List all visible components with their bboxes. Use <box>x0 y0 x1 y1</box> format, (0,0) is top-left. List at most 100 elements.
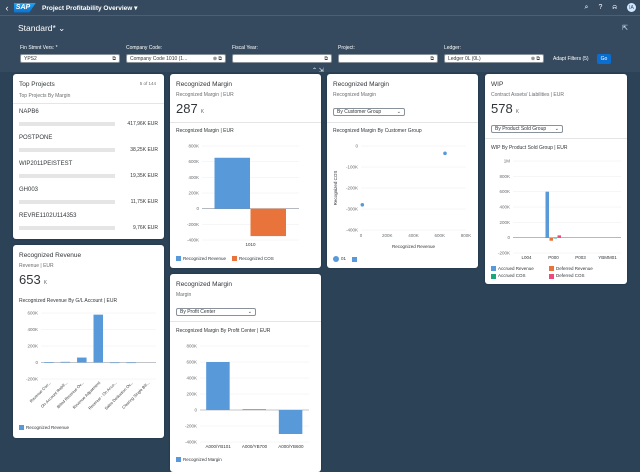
chart-legend: Recognized Margin <box>176 457 222 463</box>
top-projects-card[interactable]: Top Projects 5 of 144 Top Projects By Ma… <box>13 74 164 239</box>
chart-bar <box>545 191 549 238</box>
y-tick-label: 600K <box>27 311 38 316</box>
value-help-icon: ⊗ ⧉ <box>530 55 540 62</box>
y-tick-label: 800K <box>188 144 199 149</box>
y-tick-label: -400K <box>185 440 197 445</box>
x-tick-label: A000/YB101 <box>206 444 232 449</box>
y-tick-label: 600K <box>188 159 199 164</box>
shell-bar: ‹ SAP Project Profitability Overview ▾ ⌕… <box>0 0 640 15</box>
adapt-filters-button[interactable]: Adapt Filters (5) <box>553 56 589 62</box>
fiscal-year-input[interactable]: ⧉ <box>232 54 332 63</box>
chart-bar <box>44 362 54 363</box>
y-tick-label: 400K <box>499 205 510 210</box>
company-code-input[interactable]: Company Code 1010 (1... ⊗ ⧉ <box>126 54 226 63</box>
y-tick-label: -400K <box>187 238 199 243</box>
x-tick-label: Sales Deduction Ov... <box>103 380 134 411</box>
wip-chart: 1M 800K 600K 400K 200K 0 -200K L004 P000 P003 YBMM… <box>498 159 621 260</box>
chart-legend: Recognized Revenue <box>19 425 69 431</box>
value-help-icon: ⊗ ⧉ <box>212 55 222 62</box>
y-tick-label: 600K <box>499 189 510 194</box>
y-tick-label: -200K <box>185 424 197 429</box>
go-button[interactable]: Go <box>597 54 611 64</box>
kpi-value: 578 K <box>491 101 520 116</box>
wip-card[interactable]: WIP Contract Assets/ Liabilities | EUR 5… <box>485 74 627 284</box>
x-tick-label: P000 <box>548 255 559 260</box>
search-icon[interactable]: ⌕ <box>584 3 589 11</box>
chart-legend: 01 <box>333 256 359 262</box>
ledger-input[interactable]: Ledger 0L (0L) ⊗ ⧉ <box>444 54 544 63</box>
y-tick-label: 200K <box>499 220 510 225</box>
list-item[interactable]: GH003 11,75K EUR <box>19 187 158 205</box>
margin-profit-center-card[interactable]: Recognized Margin Margin By Profit Cente… <box>170 274 321 472</box>
value-help-icon: ⧉ <box>324 55 328 62</box>
chart-bar <box>553 237 557 239</box>
help-icon[interactable]: ? <box>598 4 603 11</box>
y-tick-label: 1M <box>504 159 511 164</box>
x-tick-label: L004 <box>521 255 532 260</box>
chart-legend: Recognized Revenue Recognized COS <box>176 256 274 262</box>
chart-bar <box>214 157 250 209</box>
customer-group-dropdown[interactable]: By Customer Group ⌄ <box>333 108 405 116</box>
list-item[interactable]: NAPB6 417,96K EUR <box>19 109 158 127</box>
chart-bar <box>549 237 553 241</box>
chart-bar <box>109 362 120 364</box>
scatter-point <box>443 151 447 156</box>
avatar[interactable]: IA <box>627 3 636 12</box>
filter-company-code: Company Code: Company Code 1010 (1... ⊗ ⧉ <box>126 45 226 63</box>
y-tick-label: 800K <box>499 174 510 179</box>
y-tick-label: 0 <box>196 206 199 211</box>
y-tick-label: 200K <box>188 191 199 196</box>
margin-customer-group-card[interactable]: Recognized Margin Recognized Margin By C… <box>327 74 478 268</box>
list-item[interactable]: REVRE1102U114353 9,76K EUR <box>19 213 158 231</box>
y-tick-label: 0 <box>507 235 510 240</box>
chart-legend: Accrued Revenue Deferred Revenue Accrued… <box>491 266 611 279</box>
y-tick-label: -300K <box>346 207 358 212</box>
recognized-margin-chart: 800K 600K 400K 200K 0 -200K -400K 1010 <box>187 144 299 247</box>
y-tick-label: -400K <box>346 228 358 233</box>
back-icon[interactable]: ‹ <box>5 2 9 13</box>
y-tick-label: -200K <box>187 222 199 227</box>
sap-logo: SAP <box>14 2 36 13</box>
x-axis-label: Recognized Revenue <box>392 244 436 249</box>
y-tick-label: 400K <box>27 327 38 332</box>
recognized-revenue-card[interactable]: Recognized Revenue Revenue | EUR 653 K Re… <box>13 245 164 438</box>
x-tick-label: 800K <box>461 233 472 238</box>
x-tick-label: 400K <box>408 233 419 238</box>
filter-project: Project: ⧉ <box>338 45 438 63</box>
filter-bar: Standard* ⌄ ⇱ Fin Stmnt Vers: * YPS2 ⧉ Co… <box>0 15 640 72</box>
chevron-down-icon: ⌄ <box>247 309 252 315</box>
chart-bar <box>557 235 561 238</box>
notifications-icon[interactable]: ⍾ <box>612 3 617 11</box>
y-tick-label: -200K <box>346 186 358 191</box>
y-tick-label: 200K <box>27 344 38 349</box>
filter-fin-stmnt-vers: Fin Stmnt Vers: * YPS2 ⧉ <box>20 45 120 63</box>
list-item[interactable]: WIP2011PEISTEST 19,35K EUR <box>19 161 158 179</box>
y-tick-label: 800K <box>186 344 197 349</box>
y-tick-label: 0 <box>355 144 358 149</box>
x-tick-label: 600K <box>434 233 445 238</box>
x-tick-label: 200K <box>382 233 393 238</box>
y-tick-label: -200K <box>26 377 38 382</box>
x-tick-label: 1010 <box>245 242 256 247</box>
project-input[interactable]: ⧉ <box>338 54 438 63</box>
x-tick-label: P003 <box>575 255 586 260</box>
filter-ledger: Ledger: Ledger 0L (0L) ⊗ ⧉ <box>444 45 544 63</box>
app-title[interactable]: Project Profitability Overview ▾ <box>42 4 138 12</box>
kpi-value: 653 K <box>19 272 48 287</box>
y-tick-label: 0 <box>35 360 38 365</box>
recognized-margin-card[interactable]: Recognized Margin Recognized Margin | EU… <box>170 74 321 268</box>
chevron-down-icon: ⌄ <box>396 109 401 115</box>
share-icon[interactable]: ⇱ <box>622 25 628 32</box>
variant-selector[interactable]: Standard* ⌄ <box>18 23 66 33</box>
fin-stmnt-vers-input[interactable]: YPS2 ⧉ <box>20 54 120 63</box>
y-tick-label: 400K <box>186 376 197 381</box>
profit-center-chart: 800K 600K 400K 200K 0 -200K -400K A000/YB101 A00… <box>185 344 309 449</box>
list-item[interactable]: POSTPONE 38,25K EUR <box>19 135 158 153</box>
collapse-header-icon[interactable]: ⌃ ⇲ <box>312 68 324 74</box>
x-tick-label: A000/YB700 <box>242 444 268 449</box>
y-tick-label: -200K <box>498 251 510 256</box>
y-tick-label: 400K <box>188 175 199 180</box>
value-help-icon: ⧉ <box>112 55 116 62</box>
profit-center-dropdown[interactable]: By Profit Center ⌄ <box>176 308 256 316</box>
product-sold-group-dropdown[interactable]: By Product Sold Group ⌄ <box>491 125 563 133</box>
